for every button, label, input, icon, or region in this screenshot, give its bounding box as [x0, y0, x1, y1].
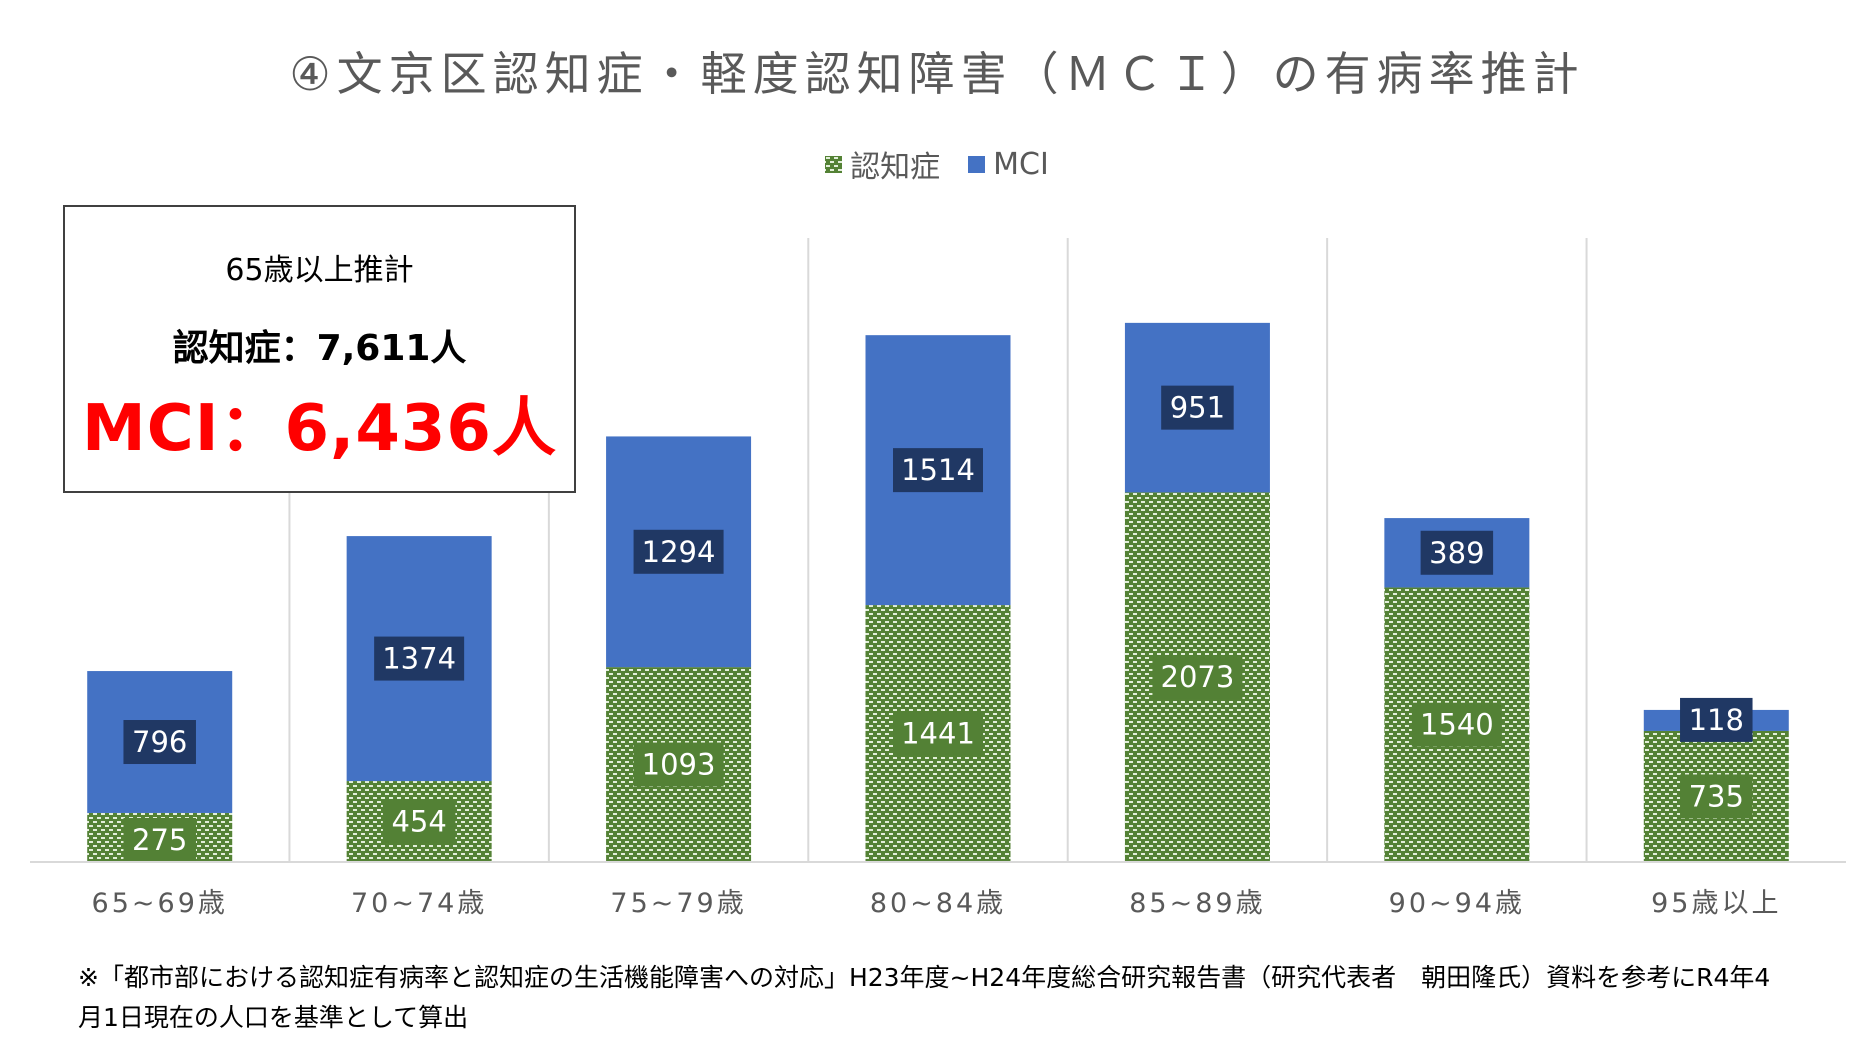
value-label-mci-bg: [1680, 697, 1753, 742]
chart-title: ④文京区認知症・軽度認知障害（ＭＣＩ）の有病率推計: [289, 47, 1585, 101]
value-label-mci: 796: [132, 725, 187, 759]
value-label-dementia-bg: [633, 742, 724, 787]
value-label-mci-bg: [1420, 530, 1494, 575]
chart-legend: 認知症 MCI: [0, 142, 1874, 186]
value-label-dementia: 735: [1689, 779, 1744, 813]
legend-item-dementia: 認知症: [825, 142, 940, 186]
value-label-dementia-bg: [382, 799, 456, 844]
labels-layer: 275 796 454 1374 1093 1294 1441 1514 2073 951 1540…: [123, 385, 1753, 862]
value-label-dementia: 275: [132, 823, 187, 857]
value-label-mci: 951: [1170, 391, 1225, 425]
value-label-dementia-bg: [1152, 655, 1243, 700]
value-label-mci: 1514: [901, 453, 975, 487]
axis-layer: 65~69歳 70~74歳 75~79歳 80~84歳 85~89歳 90~94歳 95歳以…: [30, 861, 1846, 919]
value-label-mci: 118: [1689, 703, 1744, 737]
value-label-dementia: 1093: [642, 748, 716, 782]
value-label-mci-bg: [1161, 385, 1234, 430]
value-label-mci-bg: [633, 529, 724, 574]
value-label-mci-bg: [374, 636, 465, 681]
value-label-dementia: 1441: [901, 717, 975, 751]
legend-swatch-dementia-icon: [825, 155, 843, 173]
value-label-dementia-bg: [1411, 702, 1502, 747]
x-tick-label: 70~74歳: [351, 888, 487, 919]
summary-mci-count: MCI：6,436人: [82, 392, 557, 466]
summary-box: 65歳以上推計 認知症：7,611人 MCI：6,436人: [63, 205, 576, 493]
summary-heading: 65歳以上推計: [225, 253, 414, 288]
value-label-mci: 389: [1429, 536, 1484, 570]
value-label-dementia: 2073: [1161, 660, 1235, 694]
footnote-line-1: ※「都市部における認知症有病率と認知症の生活機能障害への対応」H23年度~H24…: [78, 963, 1771, 992]
value-label-mci-bg: [893, 448, 983, 493]
footnote-line-2: 月1日現在の人口を基準として算出: [78, 1003, 469, 1032]
x-tick-label: 95歳以上: [1651, 888, 1781, 919]
value-label-mci: 1374: [382, 642, 456, 676]
value-label-dementia: 454: [391, 805, 446, 839]
legend-label-mci: MCI: [993, 146, 1049, 182]
value-label-dementia-bg: [123, 818, 196, 862]
value-label-dementia-bg: [893, 711, 983, 756]
value-label-mci: 1294: [642, 535, 716, 569]
legend-swatch-mci-icon: [968, 155, 986, 173]
x-tick-label: 90~94歳: [1389, 888, 1525, 919]
x-tick-label: 85~89歳: [1129, 888, 1265, 919]
x-tick-label: 75~79歳: [610, 888, 746, 919]
legend-label-dementia: 認知症: [850, 150, 941, 185]
value-label-dementia-bg: [1680, 774, 1753, 819]
x-tick-label: 65~69歳: [92, 888, 228, 919]
summary-dementia-count: 認知症：7,611人: [172, 328, 467, 369]
footnote: ※「都市部における認知症有病率と認知症の生活機能障害への対応」H23年度~H24…: [78, 958, 1858, 1038]
value-label-mci-bg: [123, 720, 196, 765]
value-label-dementia: 1540: [1420, 708, 1494, 742]
x-tick-label: 80~84歳: [870, 888, 1006, 919]
legend-item-mci: MCI: [968, 147, 1049, 182]
